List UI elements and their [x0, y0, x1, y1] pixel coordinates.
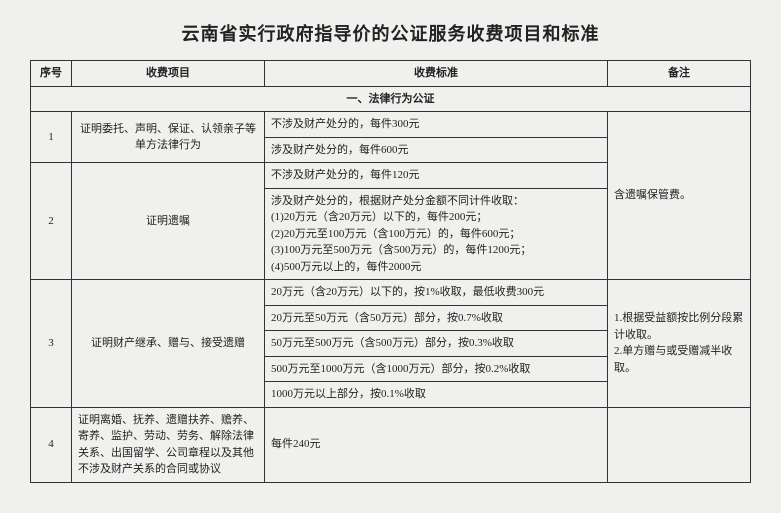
row-standard: 50万元至500万元（含500万元）部分，按0.3%收取 — [265, 331, 608, 357]
row-standard: 500万元至1000万元（含1000万元）部分，按0.2%收取 — [265, 356, 608, 382]
row-item: 证明离婚、抚养、遗赠扶养、赡养、寄养、监护、劳动、劳务、解除法律关系、出国留学、… — [72, 407, 265, 482]
row-item: 证明遗嘱 — [72, 163, 265, 280]
row-standard: 20万元（含20万元）以下的，按1%收取，最低收费300元 — [265, 280, 608, 306]
row-index: 4 — [31, 407, 72, 482]
table-row: 3 证明财产继承、赠与、接受遗赠 20万元（含20万元）以下的，按1%收取，最低… — [31, 280, 751, 306]
header-standard: 收费标准 — [265, 61, 608, 87]
row-index: 2 — [31, 163, 72, 280]
fee-table: 序号 收费项目 收费标准 备注 一、法律行为公证 1 证明委托、声明、保证、认领… — [30, 60, 751, 483]
table-row: 1 证明委托、声明、保证、认领亲子等单方法律行为 不涉及财产处分的，每件300元… — [31, 112, 751, 138]
row-index: 3 — [31, 280, 72, 408]
section-heading-row: 一、法律行为公证 — [31, 86, 751, 112]
row-standard: 涉及财产处分的，根据财产处分金额不同计件收取： (1)20万元（含20万元）以下… — [265, 188, 608, 280]
row-standard: 1000万元以上部分，按0.1%收取 — [265, 382, 608, 408]
header-index: 序号 — [31, 61, 72, 87]
table-row: 4 证明离婚、抚养、遗赠扶养、赡养、寄养、监护、劳动、劳务、解除法律关系、出国留… — [31, 407, 751, 482]
header-note: 备注 — [608, 61, 751, 87]
header-item: 收费项目 — [72, 61, 265, 87]
row-standard: 不涉及财产处分的，每件300元 — [265, 112, 608, 138]
row-note: 1.根据受益额按比例分段累计收取。 2.单方赠与或受赠减半收取。 — [608, 280, 751, 408]
row-standard: 20万元至50万元（含50万元）部分，按0.7%收取 — [265, 305, 608, 331]
row-index: 1 — [31, 112, 72, 163]
row-standard: 每件240元 — [265, 407, 608, 482]
row-note: 含遗嘱保管费。 — [608, 112, 751, 280]
row-item: 证明委托、声明、保证、认领亲子等单方法律行为 — [72, 112, 265, 163]
header-row: 序号 收费项目 收费标准 备注 — [31, 61, 751, 87]
row-item: 证明财产继承、赠与、接受遗赠 — [72, 280, 265, 408]
page-title: 云南省实行政府指导价的公证服务收费项目和标准 — [30, 20, 751, 46]
row-note — [608, 407, 751, 482]
row-standard: 涉及财产处分的，每件600元 — [265, 137, 608, 163]
section-heading: 一、法律行为公证 — [31, 86, 751, 112]
row-standard: 不涉及财产处分的，每件120元 — [265, 163, 608, 189]
